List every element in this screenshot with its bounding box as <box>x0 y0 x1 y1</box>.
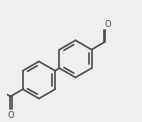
Text: O: O <box>7 111 14 120</box>
Text: O: O <box>105 20 111 29</box>
